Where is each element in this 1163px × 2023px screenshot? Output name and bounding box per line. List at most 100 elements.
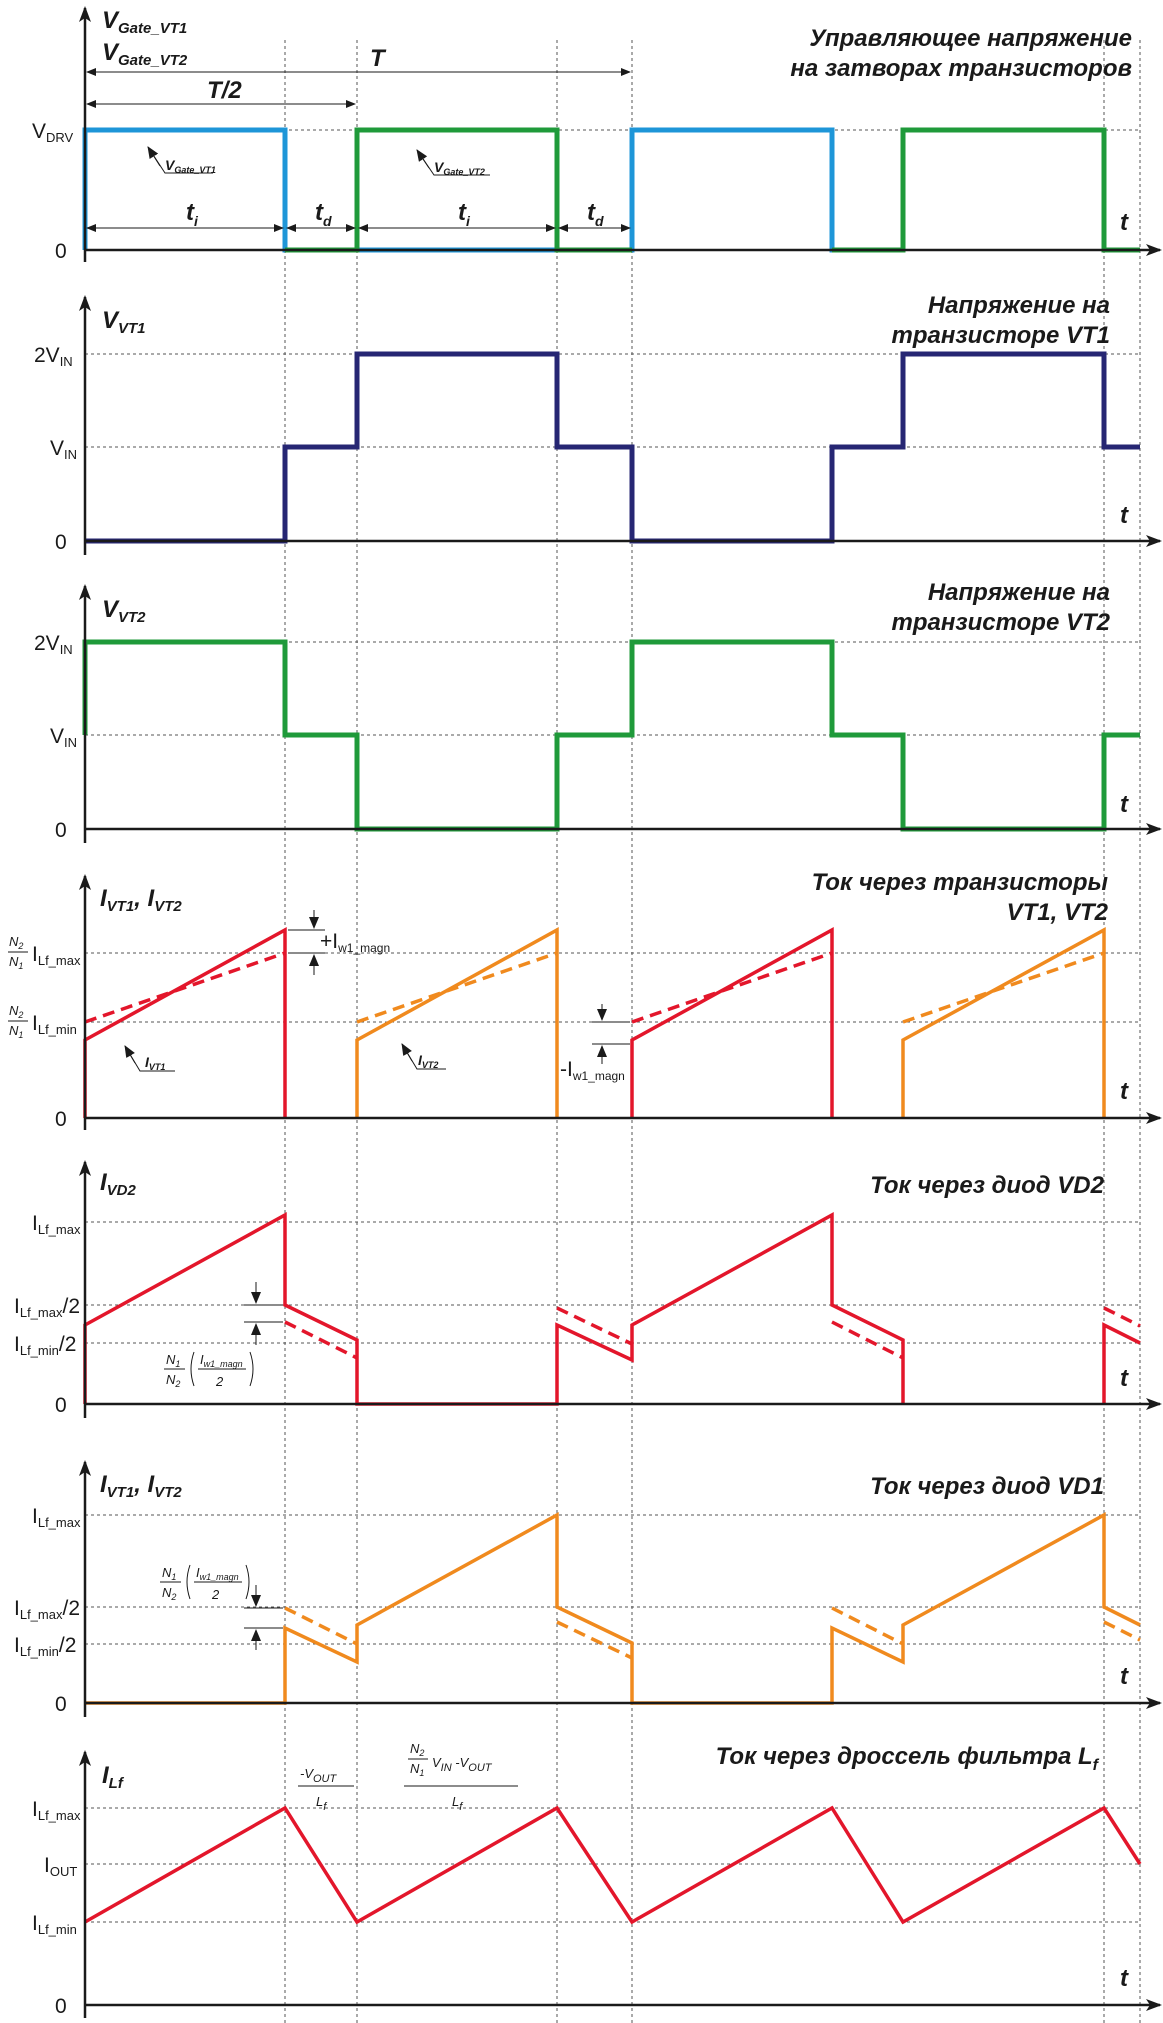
- p1-ylabel2-sub: Gate_VT2: [118, 52, 188, 69]
- svg-text:ILf_max/2: ILf_max/2: [14, 1597, 80, 1622]
- svg-text:VGate_VT1: VGate_VT1: [102, 7, 187, 37]
- svg-text:ILf_max: ILf_max: [32, 1212, 81, 1237]
- svg-text:ILf_max: ILf_max: [32, 1505, 81, 1530]
- callout-ivt1: I: [145, 1054, 150, 1070]
- ivt1-waveform: [83, 927, 834, 1118]
- callout-gate-vt2: V: [434, 159, 445, 175]
- p5-zero: 0: [55, 1394, 67, 1417]
- p6-magn-formula: N1 N2 Iw1_magn 2: [160, 1564, 250, 1602]
- p5-magn-formula: N1 N2 Iw1_magn 2: [164, 1351, 254, 1389]
- p4-n2-max: N2: [9, 934, 23, 951]
- svg-text:VGate_VT1: VGate_VT1: [165, 157, 216, 175]
- td-label-1: td: [315, 199, 332, 229]
- p3-ylabel: V: [102, 596, 120, 623]
- p4-level-min: I: [32, 1012, 38, 1035]
- svg-text:-VOUT: -VOUT: [300, 1766, 338, 1785]
- p4-n1-max: N1: [9, 954, 23, 971]
- p5-level-max: I: [32, 1212, 38, 1235]
- p4-plus-magn: +I: [320, 930, 338, 953]
- svg-text:Lf: Lf: [452, 1794, 463, 1813]
- p7-ylabel: I: [102, 1762, 110, 1789]
- svg-text:IVD2: IVD2: [100, 1169, 137, 1199]
- p1-ylabel2: V: [102, 39, 120, 66]
- svg-text:VDRV: VDRV: [32, 120, 74, 145]
- svg-text:VIN -VOUT: VIN -VOUT: [432, 1755, 493, 1774]
- p3-zero: 0: [55, 819, 67, 842]
- panel-vd1-current: IVT1, IVT2 Ток через диод VD1 ILf_max IL…: [14, 1460, 1162, 1717]
- svg-text:VIN: VIN: [50, 437, 77, 462]
- svg-text:Iw1_magn: Iw1_magn: [200, 1352, 243, 1369]
- p2-title-line1: Напряжение на: [928, 292, 1110, 319]
- p4-title-line2: VT1, VT2: [1007, 899, 1109, 926]
- svg-text:Lf: Lf: [316, 1794, 327, 1813]
- svg-text:ILf_min/2: ILf_min/2: [14, 1634, 76, 1659]
- p5-level-min2: I: [14, 1333, 20, 1356]
- svg-text:VGate_VT2: VGate_VT2: [434, 159, 485, 177]
- ivt1-dashed: [84, 951, 833, 1024]
- svg-text:2: 2: [215, 1374, 224, 1389]
- vt1-voltage-waveform: [85, 351, 1140, 544]
- ilf-waveform: [84, 1805, 1142, 1925]
- p6-zero: 0: [55, 1693, 67, 1716]
- p6-title: Ток через диод VD1: [870, 1473, 1104, 1500]
- p4-n2-min: N2: [9, 1003, 23, 1020]
- svg-text:ILf_min: ILf_min: [32, 1012, 77, 1037]
- p3-t-axis: t: [1120, 791, 1129, 818]
- p5-level-max2: I: [14, 1295, 20, 1318]
- svg-text:N2: N2: [166, 1372, 180, 1389]
- ivt2-waveform: [355, 927, 1106, 1118]
- svg-text:IOUT: IOUT: [44, 1854, 77, 1879]
- gate-vt2-waveform: [285, 127, 1140, 253]
- p2-zero: 0: [55, 531, 67, 554]
- p1-t-axis: t: [1120, 209, 1129, 236]
- panel-vt2-voltage: VVT2 Напряжение на транзисторе VT2 2VIN …: [34, 579, 1162, 843]
- p5-title: Ток через диод VD2: [870, 1172, 1105, 1199]
- p2-title-line2: транзисторе VT1: [892, 322, 1110, 349]
- p2-t-axis: t: [1120, 502, 1129, 529]
- svg-text:IVT1, IVT2: IVT1, IVT2: [100, 885, 182, 915]
- p7-title: Ток через дроссель фильтра Lf: [716, 1743, 1100, 1774]
- svg-text:N2: N2: [410, 1741, 424, 1758]
- p4-title-line1: Ток через транзисторы: [812, 869, 1109, 896]
- callout-gate-vt1: V: [165, 157, 176, 173]
- p1-level-vdrv: V: [32, 120, 46, 143]
- p1-zero: 0: [55, 240, 67, 263]
- svg-text:ILf_max: ILf_max: [32, 1798, 81, 1823]
- period-T-label: T: [370, 45, 387, 72]
- p3-title-line2: транзисторе VT2: [892, 609, 1111, 636]
- svg-text:2VIN: 2VIN: [34, 632, 73, 657]
- svg-text:N1: N1: [162, 1565, 176, 1582]
- p4-level-max: I: [32, 943, 38, 966]
- svg-text:IVT2: IVT2: [418, 1052, 438, 1070]
- vd2-dashed: [284, 1306, 1141, 1360]
- p1-ylabel1-sub: Gate_VT1: [118, 20, 187, 37]
- svg-text:ILf_max/2: ILf_max/2: [14, 1295, 80, 1320]
- p4-minus-magn: -I: [560, 1058, 573, 1081]
- p4-zero: 0: [55, 1108, 67, 1131]
- p6-ylabel1: I: [100, 1471, 108, 1498]
- ti-label-1: ti: [186, 199, 199, 229]
- p2-ylabel: V: [102, 307, 120, 334]
- p6-t-axis: t: [1120, 1663, 1129, 1690]
- panel-vt1-voltage: VVT1 Напряжение на транзисторе VT1 2VIN …: [34, 292, 1162, 555]
- vd2-waveform: [83, 1212, 1141, 1406]
- slope-up-formula: N2 N1 VIN -VOUT Lf: [404, 1741, 518, 1813]
- p6-level-max: I: [32, 1505, 38, 1528]
- svg-text:Iw1_magn: Iw1_magn: [196, 1565, 239, 1582]
- gate-vt1-waveform: [82, 127, 900, 253]
- svg-text:VGate_VT2: VGate_VT2: [102, 39, 188, 69]
- p1-ylabel1: V: [102, 7, 120, 34]
- p4-n1-min: N1: [9, 1023, 23, 1040]
- p7-level-iout: I: [44, 1854, 50, 1877]
- panel-vd2-current: IVD2 Ток через диод VD2 ILf_max ILf_max/…: [14, 1160, 1162, 1418]
- p6-level-max2: I: [14, 1597, 20, 1620]
- svg-text:ILf: ILf: [102, 1762, 125, 1792]
- vd1-waveform: [85, 1512, 1141, 1705]
- slope-down-formula: -VOUT Lf: [298, 1766, 354, 1813]
- p3-level-2vin: 2V: [34, 632, 60, 655]
- svg-text:VIN: VIN: [50, 725, 77, 750]
- svg-text:2: 2: [211, 1587, 220, 1602]
- panel-gate-voltages: VGate_VT1 VGate_VT2 Управляющее напряжен…: [32, 6, 1162, 263]
- half-period-label: T/2: [207, 77, 242, 104]
